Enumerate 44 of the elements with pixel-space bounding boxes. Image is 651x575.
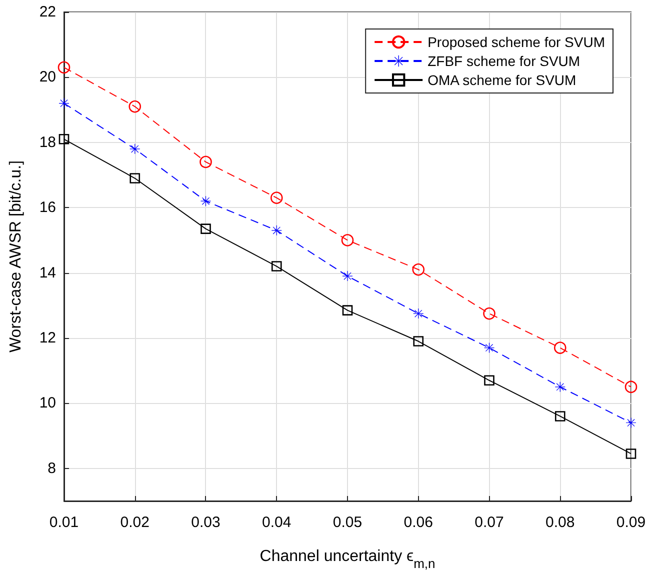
point [59, 98, 69, 108]
x-tick-label: 0.04 [262, 514, 292, 531]
x-tick-label: 0.07 [474, 514, 504, 531]
point [342, 305, 353, 316]
point [626, 418, 636, 428]
y-axis-title: Worst-case AWSR [bit/c.u.] [8, 160, 24, 353]
point [412, 263, 425, 276]
point [342, 271, 352, 282]
y-tick-label: 22 [39, 4, 56, 20]
y-tick-label: 18 [39, 134, 56, 151]
x-tick-label: 0.01 [49, 514, 79, 531]
point [413, 308, 424, 319]
point [554, 411, 566, 422]
point [200, 196, 211, 206]
point [554, 342, 566, 354]
point [58, 134, 70, 144]
x-tick-label: 0.09 [616, 514, 646, 531]
x-tick-label: 0.05 [332, 514, 362, 531]
legend-label: OMA scheme for SVUM [428, 72, 576, 88]
point [341, 234, 354, 246]
point [624, 380, 638, 394]
point [626, 448, 636, 459]
x-tick-label: 0.08 [546, 514, 575, 531]
y-tick-label: 12 [39, 330, 56, 346]
point [483, 307, 496, 320]
point [200, 156, 212, 168]
legend-label: ZFBF scheme for SVUM [428, 53, 580, 69]
point [271, 261, 282, 272]
point [128, 100, 142, 113]
x-tick-label: 0.02 [120, 514, 150, 531]
y-tick-label: 20 [39, 68, 56, 86]
point [58, 61, 70, 74]
x-tick-label: 0.06 [404, 514, 433, 531]
point [130, 173, 140, 184]
point [270, 192, 283, 204]
legend-label: Proposed scheme for SVUM [428, 34, 605, 50]
y-tick-label: 10 [39, 394, 56, 412]
point [413, 336, 424, 346]
point [484, 375, 494, 386]
point [200, 224, 211, 234]
x-tick-label: 0.03 [191, 514, 220, 531]
y-tick-label: 16 [39, 199, 56, 216]
y-tick-label: 14 [39, 264, 56, 282]
y-tick-label: 8 [48, 460, 56, 477]
